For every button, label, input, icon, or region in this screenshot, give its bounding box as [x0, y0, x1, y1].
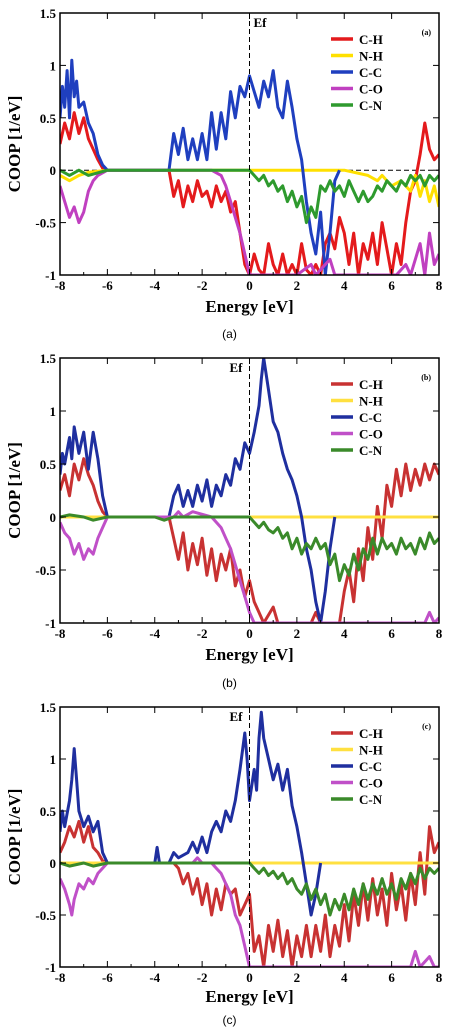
y-tick-label: 1 [50, 752, 57, 767]
x-tick-label: 0 [246, 278, 253, 293]
series-line-c-n [60, 168, 439, 225]
x-tick-label: -8 [55, 278, 66, 293]
chart-panel-1: Ef -8 -6 -4 -2 0 2 4 6 8 -1 -0.5 0 0.5 1 1.5 Energy [eV]… [5, 6, 443, 341]
x-tick-label: 4 [341, 626, 348, 641]
y-tick-label: 0 [50, 163, 57, 178]
x-tick-label: -2 [197, 970, 208, 985]
x-tick-label: -6 [102, 970, 113, 985]
series-line-c-c [60, 358, 337, 623]
panel-tag: (c) [422, 722, 431, 731]
chart-panel-3: Ef -8 -6 -4 -2 0 2 4 6 8 -1 -0.5 0 0.5 1 1.5 Energy [eV]… [5, 700, 443, 1027]
y-tick-label: -0.5 [35, 216, 56, 231]
plot-area [60, 358, 439, 623]
x-tick-label: 2 [294, 278, 301, 293]
series-line-c-c [60, 710, 323, 917]
x-tick-label: -4 [149, 970, 160, 985]
x-tick-label: 8 [436, 626, 443, 641]
series-line-c-n [60, 861, 439, 917]
x-tick-label: 4 [341, 970, 348, 985]
fermi-label: Ef [230, 360, 244, 375]
x-tick-label: -4 [149, 278, 160, 293]
x-tick-label: 2 [294, 970, 301, 985]
x-tick-label: 4 [341, 278, 348, 293]
legend-label-n-h: N-H [359, 394, 383, 409]
plot-area [60, 58, 439, 275]
series-line-c-n [60, 513, 439, 583]
x-axis-title: Energy [eV] [205, 297, 293, 316]
panel-caption: (c) [223, 1013, 237, 1027]
y-tick-label: 1.5 [40, 351, 57, 366]
legend-label-c-o: C-O [359, 82, 383, 97]
legend-label-c-o: C-O [359, 776, 383, 791]
y-axis-title: COOP [1/eV] [5, 789, 24, 886]
fermi-label: Ef [254, 15, 268, 30]
chart-panel-2: Ef -8 -6 -4 -2 0 2 4 6 8 -1 -0.5 0 0.5 1 1.5 Energy [eV]… [5, 351, 443, 690]
y-tick-label: 1.5 [40, 6, 57, 21]
legend-label-c-n: C-N [359, 792, 383, 807]
legend: C-H N-HC-C C-OC-N [331, 726, 383, 807]
x-tick-label: 6 [388, 278, 395, 293]
fermi-label: Ef [230, 709, 244, 724]
y-tick-label: 0.5 [40, 804, 57, 819]
legend-label-c-h: C-H [359, 377, 383, 392]
series-line-c-o [60, 168, 439, 275]
series-line-c-c [60, 58, 341, 275]
panel-caption: (b) [222, 676, 237, 690]
y-tick-label: -0.5 [35, 908, 56, 923]
x-tick-label: -4 [149, 626, 160, 641]
y-tick-label: 0 [50, 856, 57, 871]
y-tick-label: -0.5 [35, 563, 56, 578]
x-tick-label: -2 [197, 626, 208, 641]
legend-label-n-h: N-H [359, 49, 383, 64]
y-tick-label: 0.5 [40, 457, 57, 472]
legend-label-c-c: C-C [359, 410, 382, 425]
series-line-c-o [60, 510, 439, 623]
legend-label-c-h: C-H [359, 32, 383, 47]
legend-label-c-n: C-N [359, 443, 383, 458]
legend-label-c-n: C-N [359, 98, 383, 113]
x-tick-label: -6 [102, 278, 113, 293]
panel-caption: (a) [222, 327, 237, 341]
x-tick-label: 0 [246, 626, 253, 641]
panel-tag: (b) [421, 373, 431, 382]
legend: C-H N-HC-C C-OC-N [331, 377, 383, 458]
legend-label-c-h: C-H [359, 726, 383, 741]
legend: C-H N-HC-C C-OC-N [331, 32, 383, 113]
y-axis-title: COOP [1/eV] [5, 96, 24, 193]
x-tick-label: 2 [294, 626, 301, 641]
panel-tag: (a) [422, 28, 432, 37]
y-tick-label: -1 [45, 616, 56, 631]
x-axis-title: Energy [eV] [205, 987, 293, 1006]
y-tick-label: -1 [45, 960, 56, 975]
y-tick-label: -1 [45, 268, 56, 283]
y-tick-label: 1.5 [40, 700, 57, 715]
x-axis-title: Energy [eV] [205, 645, 293, 664]
legend-label-c-c: C-C [359, 759, 382, 774]
x-tick-label: 8 [436, 970, 443, 985]
x-tick-label: 6 [388, 626, 395, 641]
x-tick-label: 0 [246, 970, 253, 985]
y-tick-label: 1 [50, 404, 57, 419]
y-tick-label: 0 [50, 510, 57, 525]
x-tick-label: -8 [55, 626, 66, 641]
legend-label-c-c: C-C [359, 65, 382, 80]
y-tick-label: 0.5 [40, 111, 57, 126]
x-tick-label: 6 [388, 970, 395, 985]
x-tick-label: -2 [197, 278, 208, 293]
x-tick-label: -6 [102, 626, 113, 641]
y-axis-title: COOP [1/eV] [5, 442, 24, 539]
y-tick-label: 1 [50, 58, 57, 73]
legend-label-n-h: N-H [359, 743, 383, 758]
x-tick-label: -8 [55, 970, 66, 985]
legend-label-c-o: C-O [359, 427, 383, 442]
x-tick-label: 8 [436, 278, 443, 293]
